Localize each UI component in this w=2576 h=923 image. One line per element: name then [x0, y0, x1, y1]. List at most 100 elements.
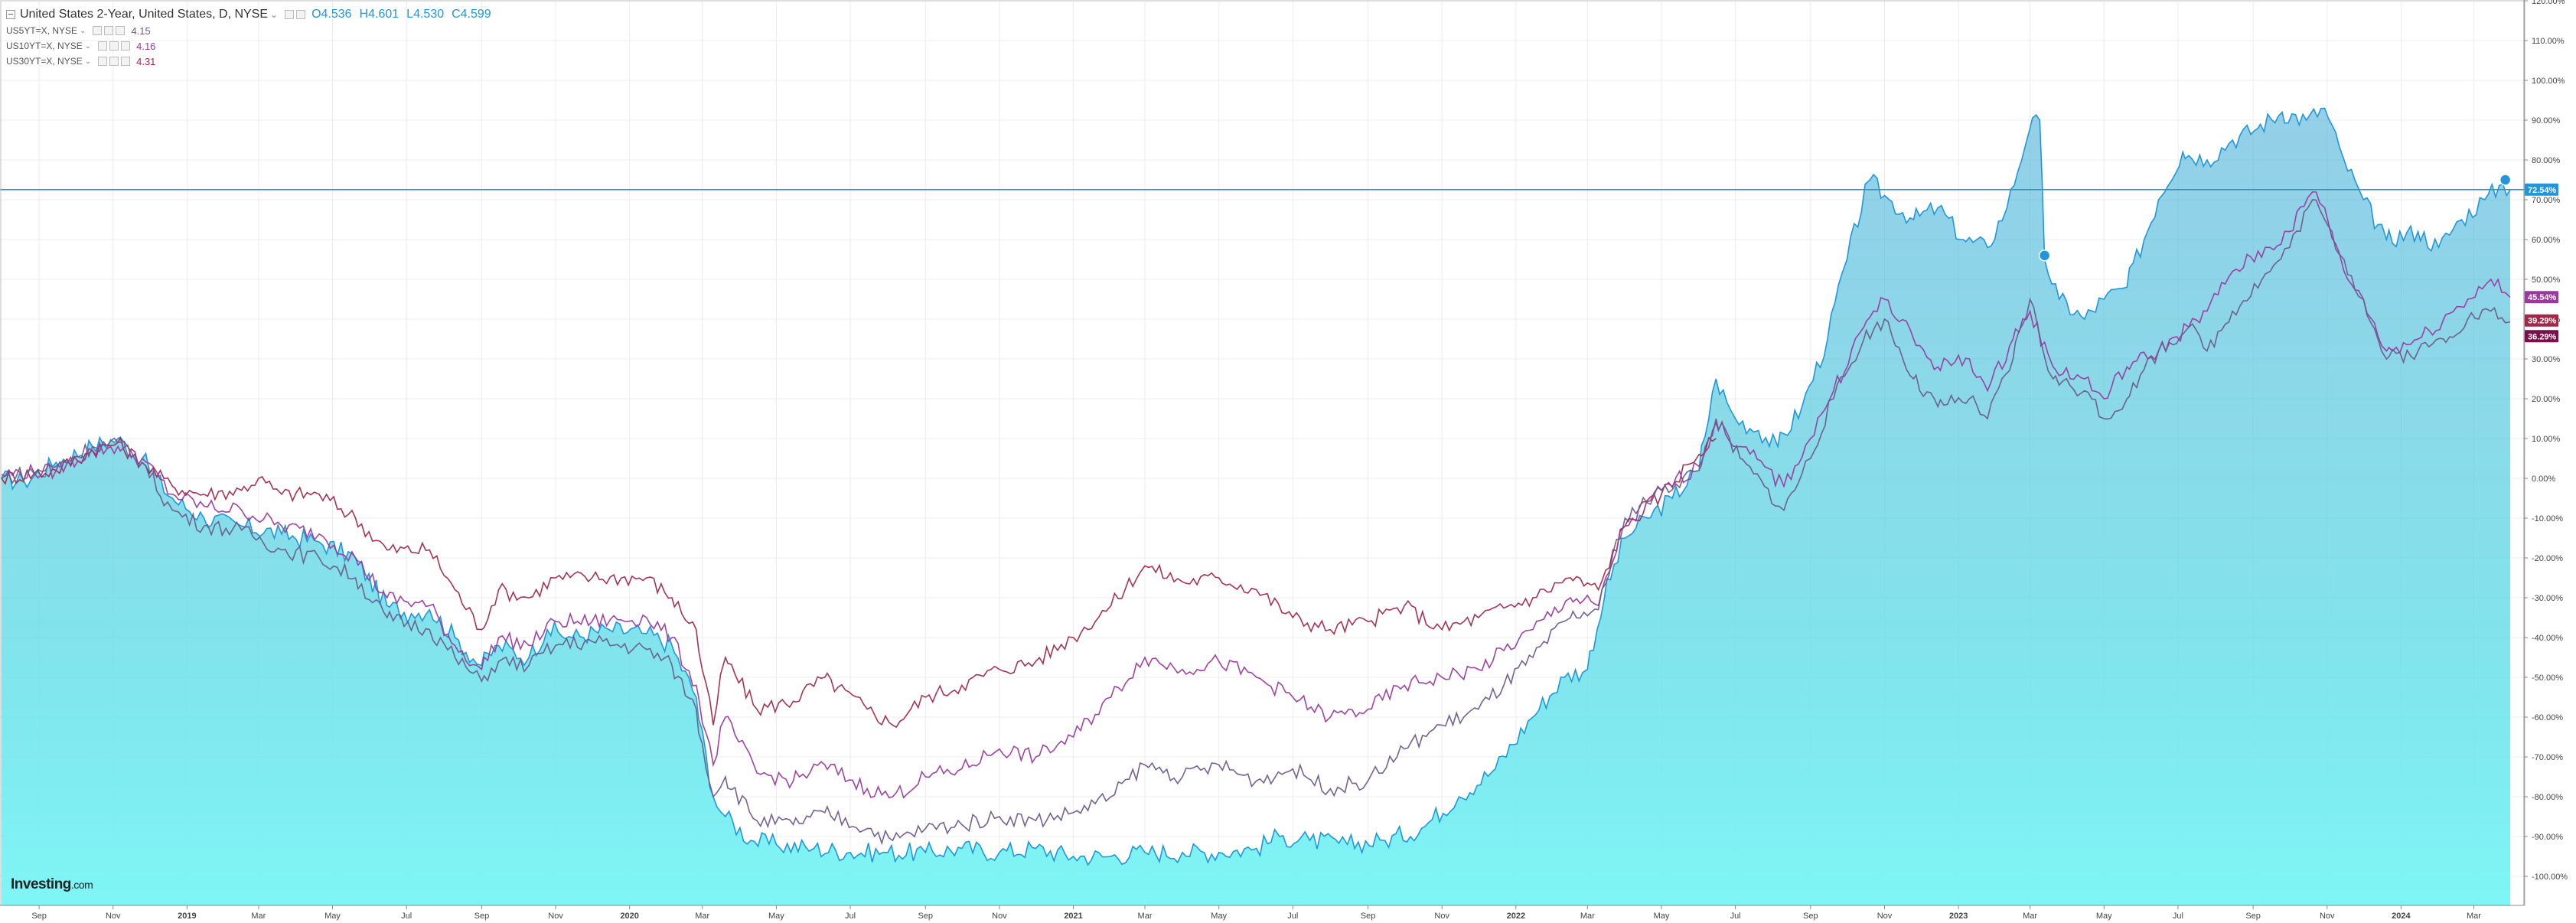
- legend-row-us30y: US30YT=X, NYSE ⌄ 4.31: [6, 54, 499, 69]
- x-tick-label: Mar: [2023, 912, 2037, 921]
- y-tick-label: 90.00%: [2532, 116, 2561, 126]
- us2y-area: [2, 108, 2510, 905]
- close-icon[interactable]: [121, 57, 131, 66]
- x-tick-label: May: [324, 912, 341, 921]
- x-tick-label: Sep: [474, 912, 490, 921]
- price-label-tag: [2525, 330, 2558, 343]
- legend-controls: [96, 41, 131, 51]
- close-value: C4.599: [452, 8, 491, 21]
- chevron-down-icon[interactable]: ⌄: [80, 26, 86, 35]
- y-tick-label: 120.00%: [2532, 0, 2565, 6]
- x-tick-label: Nov: [106, 912, 121, 921]
- x-tick-label: Mar: [251, 912, 266, 921]
- close-icon[interactable]: [116, 26, 126, 35]
- legend-value: 4.16: [136, 40, 156, 52]
- close-icon[interactable]: [296, 10, 306, 19]
- legend-controls: [90, 26, 126, 35]
- brand-name: Investing: [11, 876, 71, 892]
- y-tick-label: -40.00%: [2532, 634, 2563, 643]
- y-tick-label: 80.00%: [2532, 156, 2561, 165]
- series-line-layer: [1, 107, 2511, 866]
- settings-icon[interactable]: [285, 10, 295, 19]
- us5y-line: [1, 199, 2511, 846]
- chevron-down-icon[interactable]: ⌄: [84, 41, 92, 51]
- collapse-icon[interactable]: [6, 10, 15, 19]
- x-tick-label: Nov: [2320, 912, 2335, 921]
- series-area-layer: [2, 108, 2510, 905]
- chevron-down-icon[interactable]: ⌄: [84, 57, 92, 66]
- y-tick-label: 50.00%: [2532, 276, 2561, 285]
- settings-icon[interactable]: [109, 57, 119, 66]
- main-symbol[interactable]: United States 2-Year, United States, D, …: [20, 8, 269, 21]
- legend-value: 4.15: [131, 24, 151, 37]
- brand-suffix: .com: [70, 879, 93, 891]
- x-tick-label: Jul: [1287, 912, 1298, 921]
- event-marker-icon[interactable]: [2038, 250, 2051, 262]
- crosshair: [0, 174, 2524, 262]
- open-value: O4.536: [311, 8, 352, 21]
- y-tick-label: -10.00%: [2532, 514, 2563, 523]
- low-value: L4.530: [406, 8, 445, 21]
- x-axis: Sep Nov 2019 Mar May Jul Sep Nov 2020 Mar May Jul Se…: [0, 905, 2524, 921]
- x-tick-label: Sep: [1803, 912, 1818, 921]
- y-tick-label: -30.00%: [2532, 594, 2563, 603]
- us30y-line: [1, 436, 1717, 729]
- x-tick-label: Jul: [845, 912, 856, 921]
- legend-symbol[interactable]: US30YT=X, NYSE: [6, 56, 83, 67]
- x-tick-label: Sep: [918, 912, 933, 921]
- legend-symbol[interactable]: US10YT=X, NYSE: [6, 41, 83, 51]
- high-value: H4.601: [359, 8, 399, 21]
- eye-icon[interactable]: [98, 41, 108, 51]
- x-tick-label: May: [1211, 912, 1227, 921]
- x-tick-label: Mar: [695, 912, 709, 921]
- x-tick-label: 2023: [1949, 912, 1968, 921]
- us10y-line: [1, 191, 2511, 799]
- x-tick-label: Sep: [31, 912, 47, 921]
- y-tick-label: -50.00%: [2532, 673, 2563, 683]
- y-axis: 120.00% 110.00% 100.00% 90.00% 80.00% 70.00% 6…: [2523, 0, 2568, 905]
- price-label-text: 72.54%: [2528, 186, 2557, 195]
- price-label-tag: [2525, 314, 2558, 327]
- x-tick-label: 2020: [620, 912, 638, 921]
- x-tick-label: Mar: [2467, 912, 2481, 921]
- legend-symbol[interactable]: US5YT=X, NYSE: [6, 25, 78, 36]
- price-label-text: 39.29%: [2528, 317, 2557, 326]
- investing-logo: Investing.com: [11, 876, 93, 893]
- close-icon[interactable]: [121, 41, 131, 51]
- x-tick-label: May: [2096, 912, 2112, 921]
- x-tick-label: May: [1654, 912, 1670, 921]
- eye-icon[interactable]: [98, 57, 108, 66]
- price-label-text: 36.29%: [2528, 332, 2557, 341]
- settings-icon[interactable]: [104, 26, 114, 35]
- price-label-tag: [2525, 183, 2558, 196]
- legend-row-us5y: US5YT=X, NYSE ⌄ 4.15: [6, 23, 499, 38]
- x-tick-label: Jul: [2173, 912, 2183, 921]
- y-tick-label: 60.00%: [2532, 236, 2561, 245]
- x-tick-label: 2024: [2392, 912, 2411, 921]
- x-tick-label: 2021: [1064, 912, 1082, 921]
- x-tick-label: Mar: [1138, 912, 1153, 921]
- y-tick-label: -80.00%: [2532, 793, 2563, 802]
- y-tick-label: -60.00%: [2532, 713, 2563, 722]
- us2y-line: [1, 107, 2511, 866]
- settings-icon[interactable]: [109, 41, 119, 51]
- y-tick-label: 70.00%: [2532, 196, 2561, 205]
- x-tick-label: Sep: [1361, 912, 1376, 921]
- x-tick-label: 2022: [1507, 912, 1525, 921]
- event-marker-icon[interactable]: [2499, 174, 2512, 186]
- legend-value: 4.31: [136, 55, 156, 67]
- y-tick-label: -100.00%: [2532, 872, 2568, 882]
- price-label-tag: [2525, 291, 2558, 304]
- x-tick-label: Jul: [401, 912, 412, 921]
- x-tick-label: Sep: [2245, 912, 2261, 921]
- eye-icon[interactable]: [93, 26, 103, 35]
- legend-main-row: United States 2-Year, United States, D, …: [6, 6, 499, 23]
- price-labels: 72.54% 45.54% 39.29% 36.29%: [2525, 183, 2558, 343]
- y-tick-label: -90.00%: [2532, 833, 2563, 842]
- chevron-down-icon[interactable]: ⌄: [270, 9, 279, 20]
- x-tick-label: Nov: [548, 912, 563, 921]
- x-tick-label: Nov: [1877, 912, 1893, 921]
- x-tick-label: Nov: [992, 912, 1007, 921]
- y-tick-label: -20.00%: [2532, 554, 2563, 563]
- y-tick-label: -70.00%: [2532, 753, 2563, 762]
